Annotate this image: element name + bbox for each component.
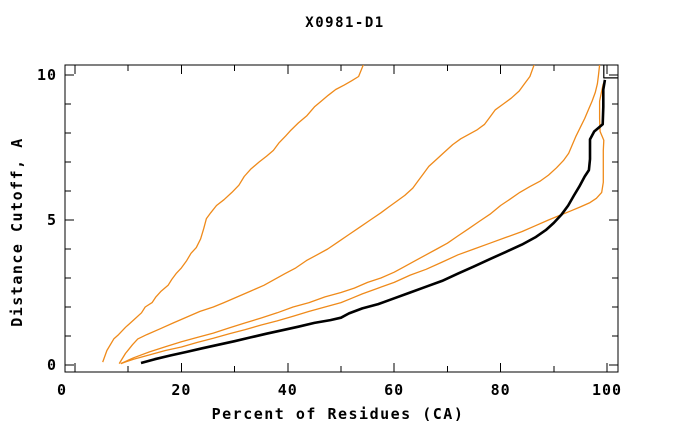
x-tick-label: 60 xyxy=(384,381,404,399)
curve-model-3 xyxy=(120,65,601,365)
y-tick-label: 0 xyxy=(47,356,57,374)
x-tick-label: 100 xyxy=(592,381,622,399)
curve-model-2 xyxy=(118,65,535,364)
y-axis-label: Distance Cutoff, A xyxy=(8,137,26,327)
curve-target-endcap xyxy=(603,65,618,79)
x-tick-label: 20 xyxy=(171,381,191,399)
curves xyxy=(102,65,618,365)
x-tick-label: 80 xyxy=(491,381,511,399)
x-axis-label: Percent of Residues (CA) xyxy=(212,405,465,423)
curve-model-4 xyxy=(120,83,605,365)
tick-labels: 0 20 40 60 80 100 0 5 10 xyxy=(37,66,622,399)
x-tick-label: 0 xyxy=(57,381,67,399)
y-tick-label: 5 xyxy=(47,211,57,229)
y-tick-label: 10 xyxy=(37,66,57,84)
curve-model-1 xyxy=(102,65,364,363)
plot-frame xyxy=(64,64,619,373)
x-tick-label: 40 xyxy=(278,381,298,399)
curve-target xyxy=(140,79,607,365)
plot-title: X0981-D1 xyxy=(305,15,384,31)
axes-frame xyxy=(64,64,619,373)
